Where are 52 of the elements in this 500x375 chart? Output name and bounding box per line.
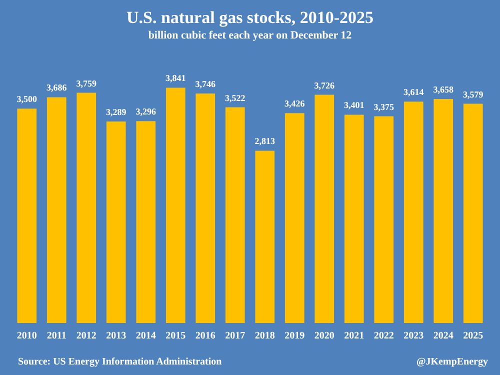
- bar: [344, 114, 364, 323]
- bar: [46, 97, 66, 323]
- x-tick-label: 2025: [463, 330, 484, 342]
- bar: [284, 113, 304, 323]
- x-tick-label: 2024: [433, 330, 454, 342]
- x-tick-label: 2021: [344, 330, 364, 342]
- x-tick-label: 2011: [46, 330, 66, 342]
- data-label: 3,759: [76, 78, 97, 88]
- chart-title: U.S. natural gas stocks, 2010-2025: [126, 8, 374, 27]
- bar: [255, 150, 275, 323]
- x-tick-label: 2023: [404, 330, 424, 342]
- bar: [17, 108, 37, 323]
- bar: [404, 102, 424, 323]
- data-label: 3,726: [314, 80, 335, 90]
- data-label: 3,686: [46, 82, 68, 93]
- bar: [434, 98, 454, 323]
- data-label: 3,426: [284, 98, 306, 109]
- source-note: Source: US Energy Information Administration: [18, 356, 222, 368]
- data-label: 3,522: [225, 92, 246, 103]
- data-label: 3,500: [16, 94, 38, 104]
- x-tick-label: 2014: [136, 330, 156, 342]
- bar: [136, 121, 156, 323]
- data-label: 2,813: [254, 136, 276, 146]
- data-label: 3,375: [374, 102, 394, 112]
- bar: [196, 94, 216, 323]
- x-tick-label: 2016: [195, 330, 216, 342]
- data-label: 3,746: [195, 79, 216, 90]
- data-label: 3,614: [404, 87, 424, 98]
- bar: [374, 116, 394, 323]
- x-tick-label: 2012: [76, 330, 96, 342]
- bar: [166, 88, 186, 323]
- x-tick-label: 2010: [16, 330, 37, 342]
- data-label: 3,841: [166, 73, 186, 84]
- data-label: 3,296: [136, 106, 156, 117]
- bar: [463, 104, 483, 323]
- x-tick-label: 2018: [254, 330, 275, 342]
- data-label: 3,658: [433, 84, 454, 94]
- x-tick-label: 2015: [166, 330, 186, 342]
- data-label: 3,579: [463, 89, 484, 100]
- x-tick-label: 2019: [284, 330, 305, 342]
- bar: [314, 94, 334, 323]
- data-label: 3,289: [106, 107, 127, 118]
- data-label: 3,401: [344, 100, 365, 110]
- bar: [76, 92, 96, 323]
- chart-subtitle: billion cubic feet each year on December 12: [148, 30, 352, 42]
- x-tick-label: 2022: [374, 330, 394, 342]
- bar: [106, 122, 126, 323]
- bar: [225, 107, 245, 323]
- x-tick-label: 2017: [225, 330, 246, 342]
- text: @JKempEnergy: [416, 356, 488, 368]
- x-tick-label: 2013: [106, 330, 126, 342]
- x-tick-label: 2020: [314, 330, 334, 342]
